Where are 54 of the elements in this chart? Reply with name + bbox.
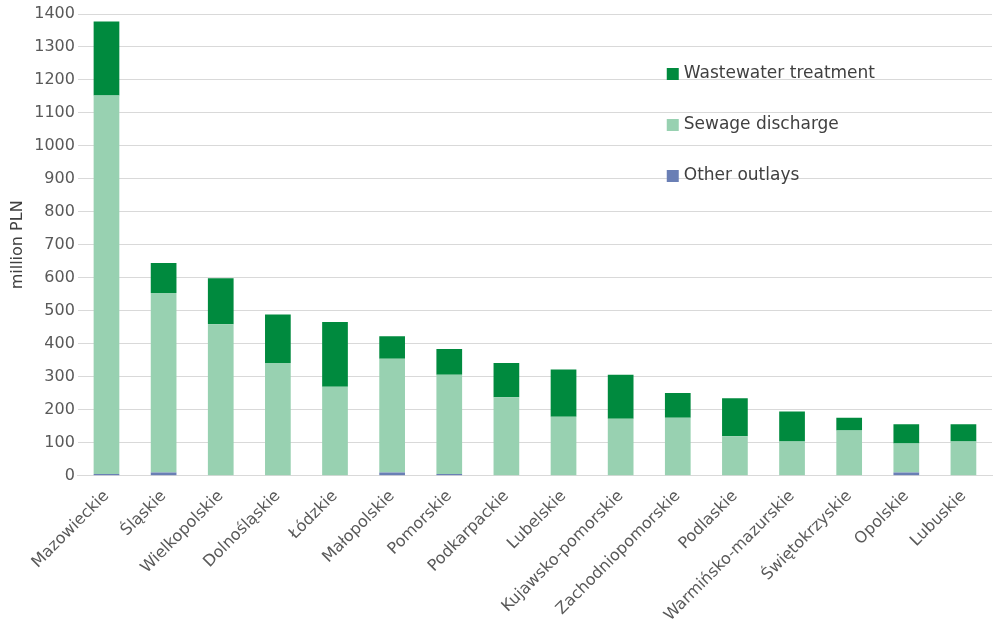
y-tick-label: 200: [44, 398, 75, 418]
bar: [550, 369, 577, 417]
bar: [265, 314, 291, 363]
y-tick-label: 800: [44, 201, 75, 221]
bar: [150, 293, 177, 473]
bar: [379, 336, 405, 359]
bar: [322, 322, 348, 387]
y-tick-label: 1400: [34, 3, 75, 23]
bar: [493, 362, 520, 398]
y-tick-label: 1200: [34, 69, 75, 89]
bar: [436, 349, 463, 375]
y-tick-label: 100: [44, 431, 75, 451]
y-tick-label: 1100: [34, 102, 75, 122]
bar: [379, 358, 405, 473]
bar: [93, 95, 120, 475]
bar: [950, 424, 977, 442]
bar: [379, 472, 405, 476]
legend-label: Wastewater treatment: [683, 62, 876, 83]
bar: [207, 278, 234, 325]
bar: [322, 386, 348, 476]
bar: [207, 324, 234, 476]
bar: [779, 411, 805, 442]
bar: [550, 416, 577, 476]
y-axis-title: million PLN: [6, 200, 26, 290]
y-tick-label: 400: [44, 332, 75, 352]
bar: [150, 472, 177, 476]
bar: [664, 392, 691, 418]
bar: [950, 441, 977, 476]
legend-label: Other outlays: [683, 164, 800, 185]
y-tick-label: 300: [44, 365, 75, 385]
bar: [150, 263, 177, 294]
y-tick-label: 600: [44, 267, 75, 286]
bar: [836, 417, 863, 431]
bar: [836, 430, 863, 476]
legend-label: Sewage discharge: [683, 113, 839, 134]
bar: [265, 362, 291, 476]
y-tick-label: 500: [44, 299, 75, 319]
bar: [722, 436, 748, 476]
bar: [607, 374, 634, 419]
bar: [722, 398, 748, 437]
bar: [493, 397, 520, 476]
y-tick-label: 0: [64, 464, 75, 484]
bar: [607, 418, 634, 476]
y-tick-label: 900: [44, 168, 75, 188]
bar: [664, 417, 691, 476]
bar: [893, 443, 920, 473]
bar: [93, 21, 120, 96]
y-tick-label: 1000: [34, 135, 75, 155]
bar: [436, 374, 463, 475]
bar: [893, 472, 920, 476]
bar: [779, 441, 805, 476]
y-tick-label: 700: [44, 234, 75, 254]
y-tick-label: 1300: [34, 36, 75, 56]
bar: [893, 424, 920, 444]
